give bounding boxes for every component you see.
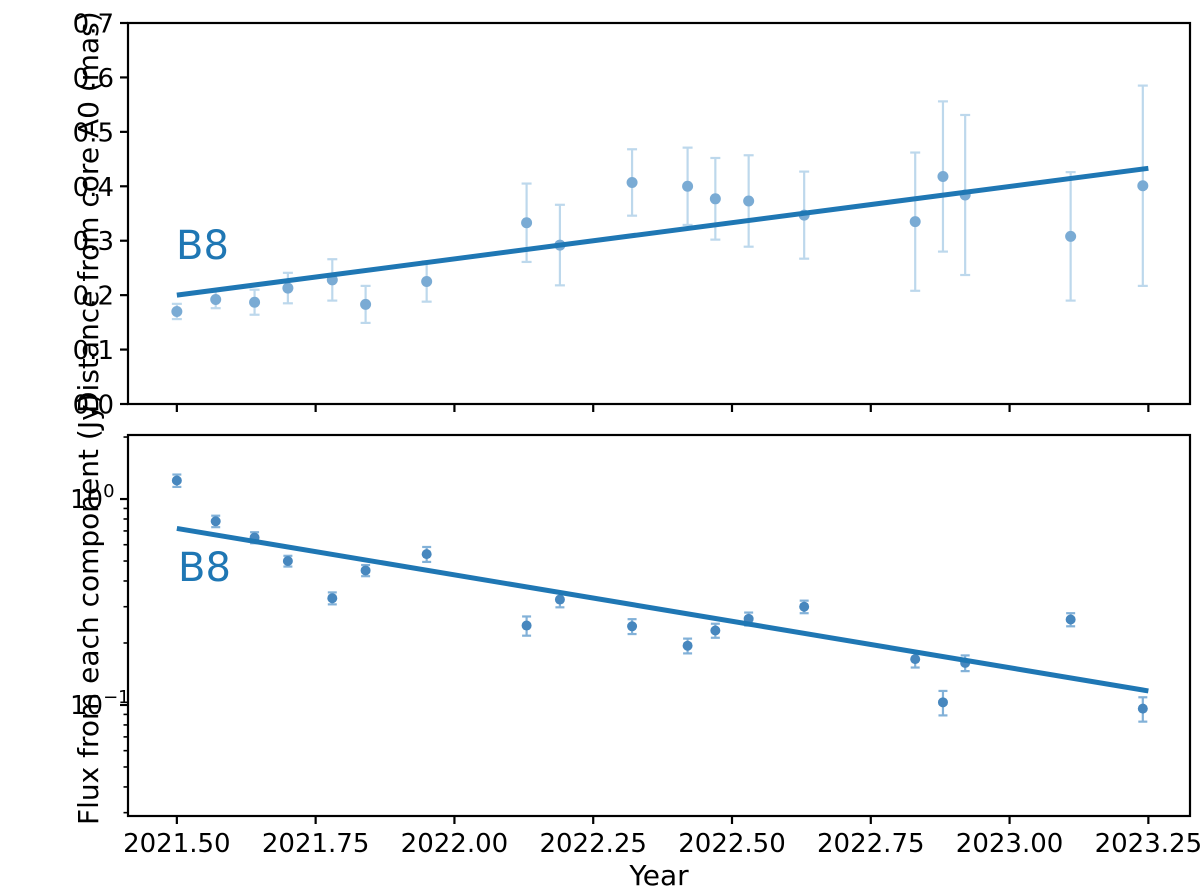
y-tick-label: 0.0 <box>73 391 114 421</box>
y-tick-label: 0.5 <box>73 118 114 148</box>
x-tick-label: 2022.75 <box>817 829 925 859</box>
y-tick-label: 0.7 <box>73 10 114 40</box>
x-tick-label: 2022.50 <box>678 829 786 859</box>
fit-line <box>176 525 1149 694</box>
data-point <box>937 697 948 708</box>
data-point <box>626 176 638 188</box>
data-point <box>421 549 432 560</box>
x-tick-label: 2022.25 <box>539 829 647 859</box>
y-tick-label: 0.2 <box>73 282 114 312</box>
data-point <box>709 193 721 205</box>
data-point <box>282 282 294 294</box>
component-annotation-b8-bottom-panel: B8 <box>178 545 231 591</box>
data-point <box>521 217 533 229</box>
x-tick-label: 2023.00 <box>956 829 1064 859</box>
y-tick-label: 0.1 <box>73 336 114 366</box>
y-tick-label: 0.4 <box>73 173 114 203</box>
data-point <box>710 625 721 636</box>
data-point <box>360 298 372 310</box>
y-tick-label: 100 <box>70 481 115 515</box>
data-point <box>682 180 694 192</box>
x-tick-label: 2021.50 <box>123 829 231 859</box>
data-point <box>937 170 949 182</box>
data-point <box>910 654 921 665</box>
y-axis-label-distance: Distance from core A0 (mas) <box>72 11 105 413</box>
axes-spines <box>126 433 1192 818</box>
bottom-panel: 2021.50 2021.75 2022.00 2022.25 2022.50 2022.… <box>70 433 1200 859</box>
data-point <box>682 640 693 651</box>
data-point <box>282 556 293 567</box>
x-tick-label: 2022.00 <box>401 829 509 859</box>
data-point <box>554 594 565 605</box>
component-annotation-b8-top-panel: B8 <box>176 223 229 269</box>
data-point <box>1065 230 1077 242</box>
top-panel: 0.0 0.1 0.2 0.3 0.4 0.5 0.6 0.7 <box>73 10 1192 421</box>
data-point <box>210 516 221 527</box>
x-axis-label-year: Year <box>629 859 689 892</box>
data-point <box>210 293 222 305</box>
x-tick-label: 2021.75 <box>262 829 370 859</box>
data-point <box>1137 180 1149 192</box>
x-tick-label: 2023.25 <box>1095 829 1200 859</box>
y-tick-label: 0.3 <box>73 227 114 257</box>
y-tick-label: 0.6 <box>73 64 114 94</box>
y-axis-label-flux: Flux from each component (Jy) <box>72 393 105 825</box>
data-point <box>1065 614 1076 625</box>
data-point <box>249 296 261 308</box>
y-tick-label: 10−1 <box>70 687 130 721</box>
data-point <box>1137 703 1148 714</box>
data-point <box>327 593 338 604</box>
data-point <box>909 216 921 228</box>
data-point <box>799 601 810 612</box>
data-point <box>521 620 532 631</box>
data-point <box>360 565 371 576</box>
data-point <box>171 475 182 486</box>
data-point <box>171 305 183 317</box>
data-point <box>421 276 433 288</box>
data-point <box>743 195 755 207</box>
fit-line <box>176 165 1149 298</box>
data-point <box>627 621 638 632</box>
axes-spines <box>126 21 1192 406</box>
